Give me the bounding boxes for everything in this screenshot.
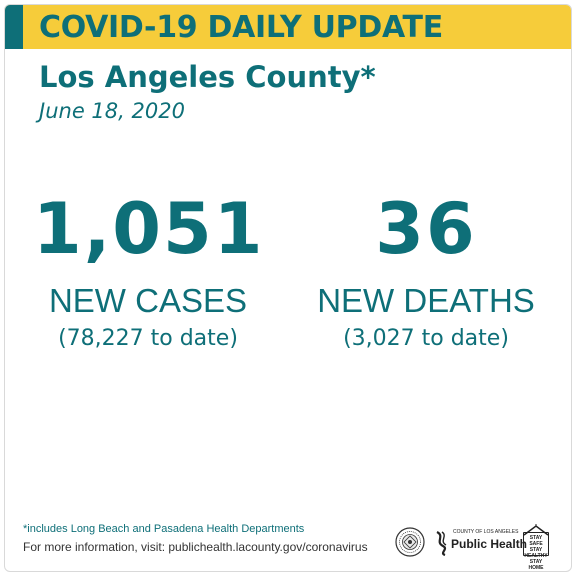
stay-home-line: STAY HOME <box>528 559 544 571</box>
banner-accent-bar <box>5 5 23 49</box>
new-cases-value: 1,051 <box>33 188 265 270</box>
county-title: Los Angeles County* <box>39 60 376 94</box>
new-deaths-label: NEW DEATHS <box>317 282 535 319</box>
ph-logo-county-text: COUNTY OF LOS ANGELES <box>453 529 519 535</box>
stay-safe-text-box: STAY SAFE STAY HEALTHY STAY HOME <box>523 532 549 571</box>
new-cases-stat: 1,051 NEW CASES (78,227 to date) <box>33 191 263 353</box>
ph-logo-name: Public Health <box>451 537 528 551</box>
banner-title: COVID-19 DAILY UPDATE <box>39 10 443 45</box>
stay-safe-house-icon: STAY SAFE STAY HEALTHY STAY HOME <box>521 524 551 571</box>
cases-to-date: (78,227 to date) <box>58 326 238 351</box>
new-deaths-stat: 36 NEW DEATHS (3,027 to date) <box>313 191 539 353</box>
public-health-logo: COUNTY OF LOS ANGELES Public Health <box>433 529 527 557</box>
update-date: June 18, 2020 <box>39 99 185 123</box>
deaths-to-date: (3,027 to date) <box>343 326 509 351</box>
title-banner: COVID-19 DAILY UPDATE <box>5 5 571 49</box>
daily-update-card: COVID-19 DAILY UPDATE Los Angeles County… <box>4 4 572 572</box>
stay-healthy-line: STAY HEALTHY <box>524 547 548 559</box>
county-seal-icon <box>395 527 425 557</box>
new-deaths-value: 36 <box>375 188 477 270</box>
footnote: *includes Long Beach and Pasadena Health… <box>23 523 305 535</box>
new-cases-label: NEW CASES <box>48 282 248 319</box>
stay-safe-line: STAY SAFE <box>529 535 543 547</box>
more-info-text: For more information, visit: publichealt… <box>23 540 368 554</box>
public-health-mark-icon <box>436 531 447 556</box>
